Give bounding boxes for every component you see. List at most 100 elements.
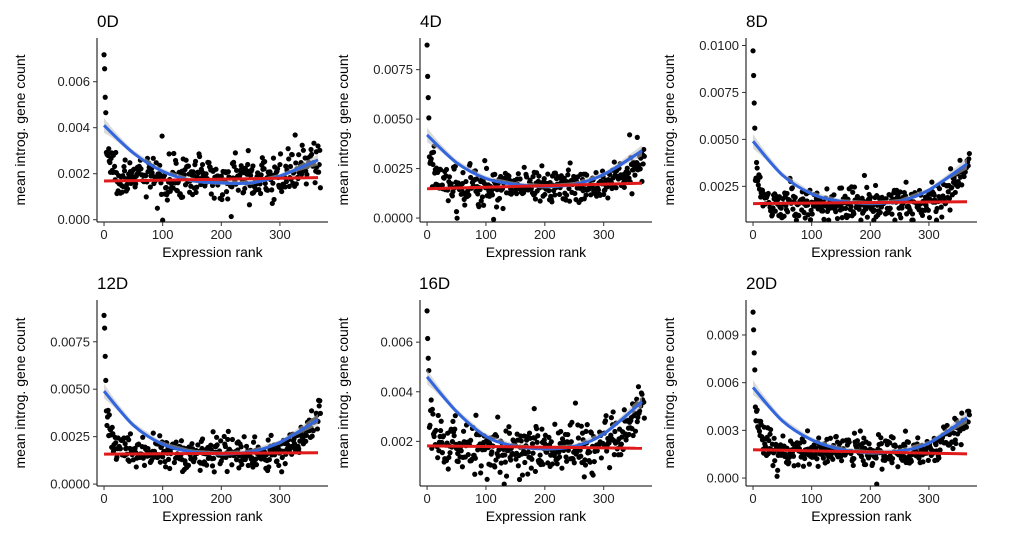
data-point <box>565 172 571 178</box>
data-point <box>769 212 775 218</box>
data-point <box>889 211 895 217</box>
data-point <box>850 462 856 469</box>
data-point <box>513 456 519 462</box>
x-axis-title: Expression rank <box>486 508 587 524</box>
y-tick-label: 0.006 <box>706 375 739 390</box>
data-point <box>103 110 109 116</box>
data-point <box>140 434 146 440</box>
y-tick-label: 0.009 <box>706 327 739 342</box>
data-point <box>479 194 486 200</box>
data-point <box>938 204 944 210</box>
data-point <box>792 194 798 201</box>
data-point <box>864 184 870 191</box>
data-point <box>266 464 272 470</box>
data-point <box>506 173 512 179</box>
data-point <box>502 459 508 465</box>
data-point <box>270 155 277 161</box>
data-point <box>425 335 431 342</box>
data-point <box>539 163 545 169</box>
panel-4d: 4D 0 100 200 300 0.0000 0.0025 0.0050 0.0075 Expr… <box>335 12 652 260</box>
data-point <box>584 422 590 428</box>
data-point <box>899 205 905 211</box>
panel-12d: 12D 0 100 200 300 0.0000 0.0025 0.0050 0.0075 Exp… <box>12 274 328 524</box>
data-point <box>498 460 504 466</box>
data-point <box>846 439 852 445</box>
data-point <box>878 435 884 441</box>
linear-fit-line <box>753 200 968 206</box>
data-point <box>521 164 527 170</box>
data-point <box>591 458 597 465</box>
x-tick-label: 100 <box>801 227 823 242</box>
data-point <box>948 166 954 172</box>
data-point <box>102 353 108 359</box>
y-tick-label: 0.0025 <box>50 429 90 444</box>
data-point <box>427 422 433 428</box>
data-point <box>618 441 624 447</box>
data-point <box>450 418 456 424</box>
data-point <box>529 441 536 447</box>
data-point <box>936 186 943 192</box>
data-point <box>173 160 179 166</box>
data-point <box>265 437 271 443</box>
data-point <box>308 151 315 158</box>
data-point <box>641 153 647 159</box>
data-point <box>833 209 839 215</box>
data-point <box>145 169 151 175</box>
plot-area <box>424 308 647 486</box>
data-point <box>827 435 834 441</box>
data-point <box>878 441 885 447</box>
data-point <box>612 428 618 435</box>
data-point <box>751 350 757 356</box>
data-point <box>166 151 172 157</box>
data-point <box>300 147 306 153</box>
data-point <box>473 412 479 418</box>
data-point <box>772 208 778 214</box>
panel-0d: 0D 0 100 200 300 0.000 0.002 0.004 0.006 Expressi… <box>12 12 328 260</box>
data-point <box>775 467 781 473</box>
data-point <box>581 474 587 480</box>
data-point <box>476 204 482 210</box>
data-point <box>430 161 436 168</box>
linear-fit-line <box>104 451 319 456</box>
data-point <box>959 182 965 188</box>
data-point <box>861 435 867 441</box>
data-point <box>425 73 431 79</box>
data-point <box>197 153 203 160</box>
data-point <box>933 217 940 222</box>
data-point <box>821 216 827 222</box>
data-point <box>467 161 473 167</box>
data-point <box>866 441 872 447</box>
data-point <box>236 465 242 471</box>
data-point <box>824 458 831 465</box>
data-point <box>447 450 453 456</box>
scatter-points <box>424 308 647 486</box>
data-point <box>618 452 624 458</box>
data-point <box>786 459 792 466</box>
data-point <box>164 197 170 203</box>
data-point <box>950 445 956 452</box>
data-point <box>939 214 945 220</box>
data-point <box>586 449 593 455</box>
data-point <box>892 443 899 449</box>
data-point <box>211 469 217 475</box>
panel-title: 12D <box>97 274 128 293</box>
data-point <box>438 418 444 424</box>
data-point <box>754 407 760 413</box>
data-point <box>903 179 909 185</box>
data-point <box>489 449 495 455</box>
data-point <box>752 367 758 373</box>
data-point <box>889 460 895 466</box>
data-point <box>430 411 436 417</box>
data-point <box>101 312 107 318</box>
data-point <box>424 42 430 48</box>
data-point <box>433 427 439 433</box>
data-point <box>796 213 802 219</box>
data-point <box>634 419 640 425</box>
data-point <box>282 461 288 467</box>
data-point <box>141 462 148 469</box>
data-point <box>603 413 609 419</box>
data-point <box>641 399 647 405</box>
x-tick-label: 200 <box>210 227 232 242</box>
data-point <box>192 455 198 461</box>
data-point <box>252 434 258 440</box>
